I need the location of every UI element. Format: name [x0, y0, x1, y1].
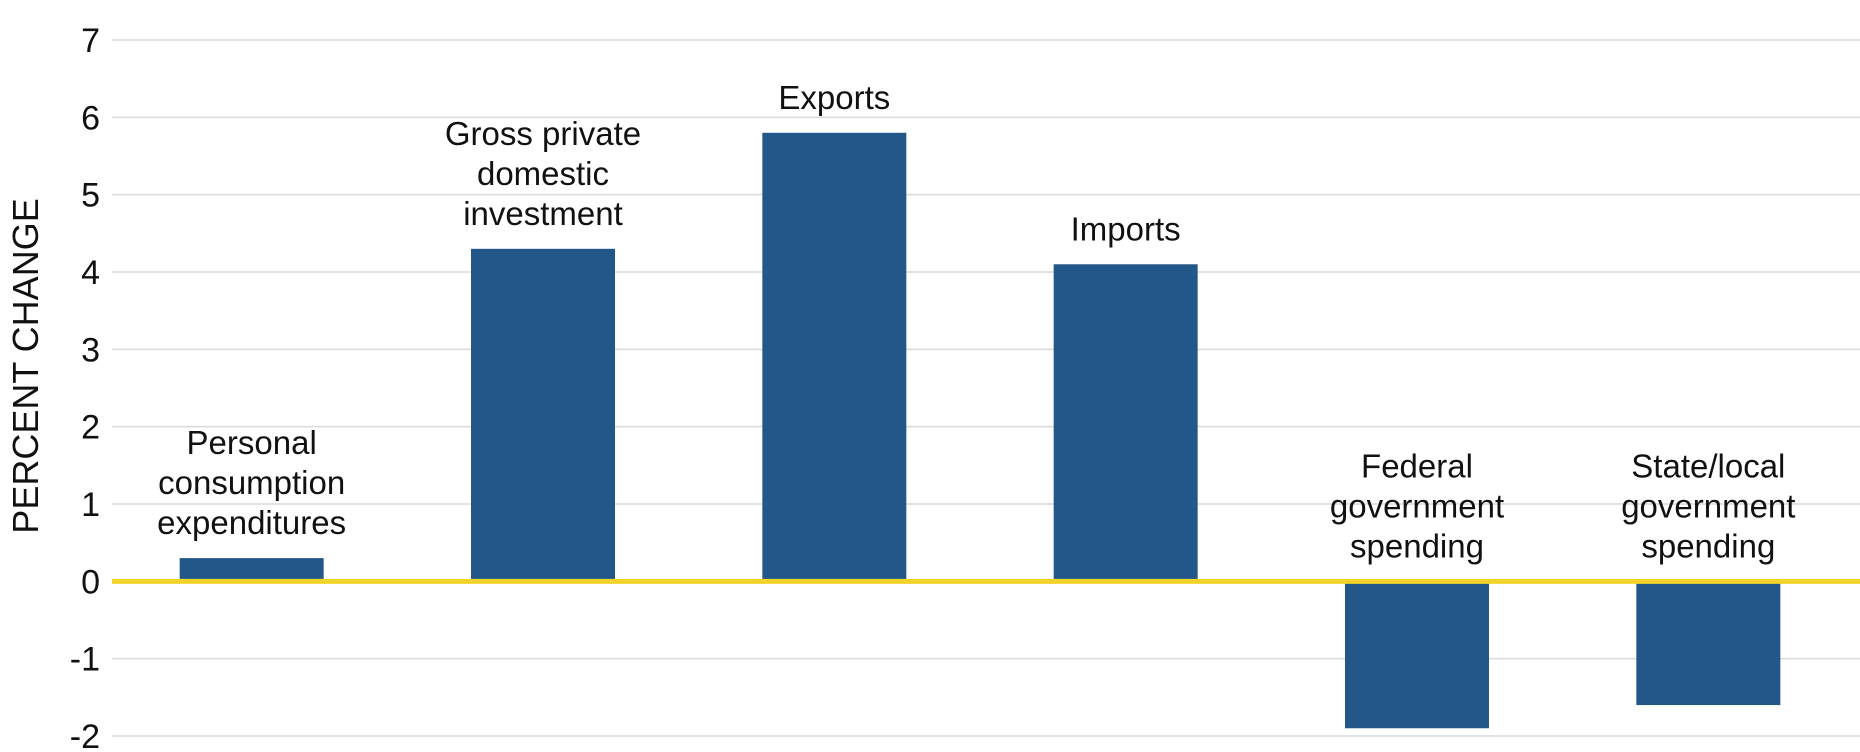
bar-category-label: Personal [187, 424, 317, 461]
bar-category-label: spending [1641, 527, 1775, 564]
bar [1053, 264, 1198, 582]
bars [179, 132, 1781, 729]
bar-category-label: consumption [158, 464, 345, 501]
y-tick-label: 6 [81, 99, 100, 137]
y-axis-ticks: 7 6 5 4 3 2 1 0 -1 -2 [70, 22, 100, 752]
y-tick-label: 3 [81, 331, 100, 369]
bar-category-label: expenditures [157, 504, 346, 541]
bar [471, 248, 615, 582]
y-tick-label: 2 [81, 409, 100, 447]
bar-category-label: State/local [1631, 447, 1785, 484]
y-tick-label: -1 [70, 641, 100, 679]
y-tick-label: -2 [70, 718, 100, 752]
y-axis-title: PERCENT CHANGE [5, 198, 46, 533]
bar-category-label: investment [463, 195, 623, 232]
bar [762, 132, 907, 582]
bar-category-label: Imports [1071, 210, 1181, 247]
gridlines [112, 39, 1860, 737]
y-tick-label: 5 [81, 177, 100, 215]
bar-category-label: domestic [477, 155, 609, 192]
bar-category-label: government [1330, 487, 1504, 524]
y-tick-label: 0 [81, 563, 100, 601]
bar-category-label: Exports [778, 79, 890, 116]
bar-category-label: government [1621, 487, 1795, 524]
bar-category-label: Gross private [445, 115, 641, 152]
y-tick-label: 7 [81, 22, 100, 60]
bar [179, 558, 324, 582]
bar-category-label: spending [1350, 527, 1484, 564]
bar [1636, 581, 1781, 706]
bar [1345, 581, 1489, 729]
y-tick-label: 1 [81, 486, 100, 524]
bar-category-label: Federal [1361, 447, 1473, 484]
y-tick-label: 4 [81, 254, 100, 292]
